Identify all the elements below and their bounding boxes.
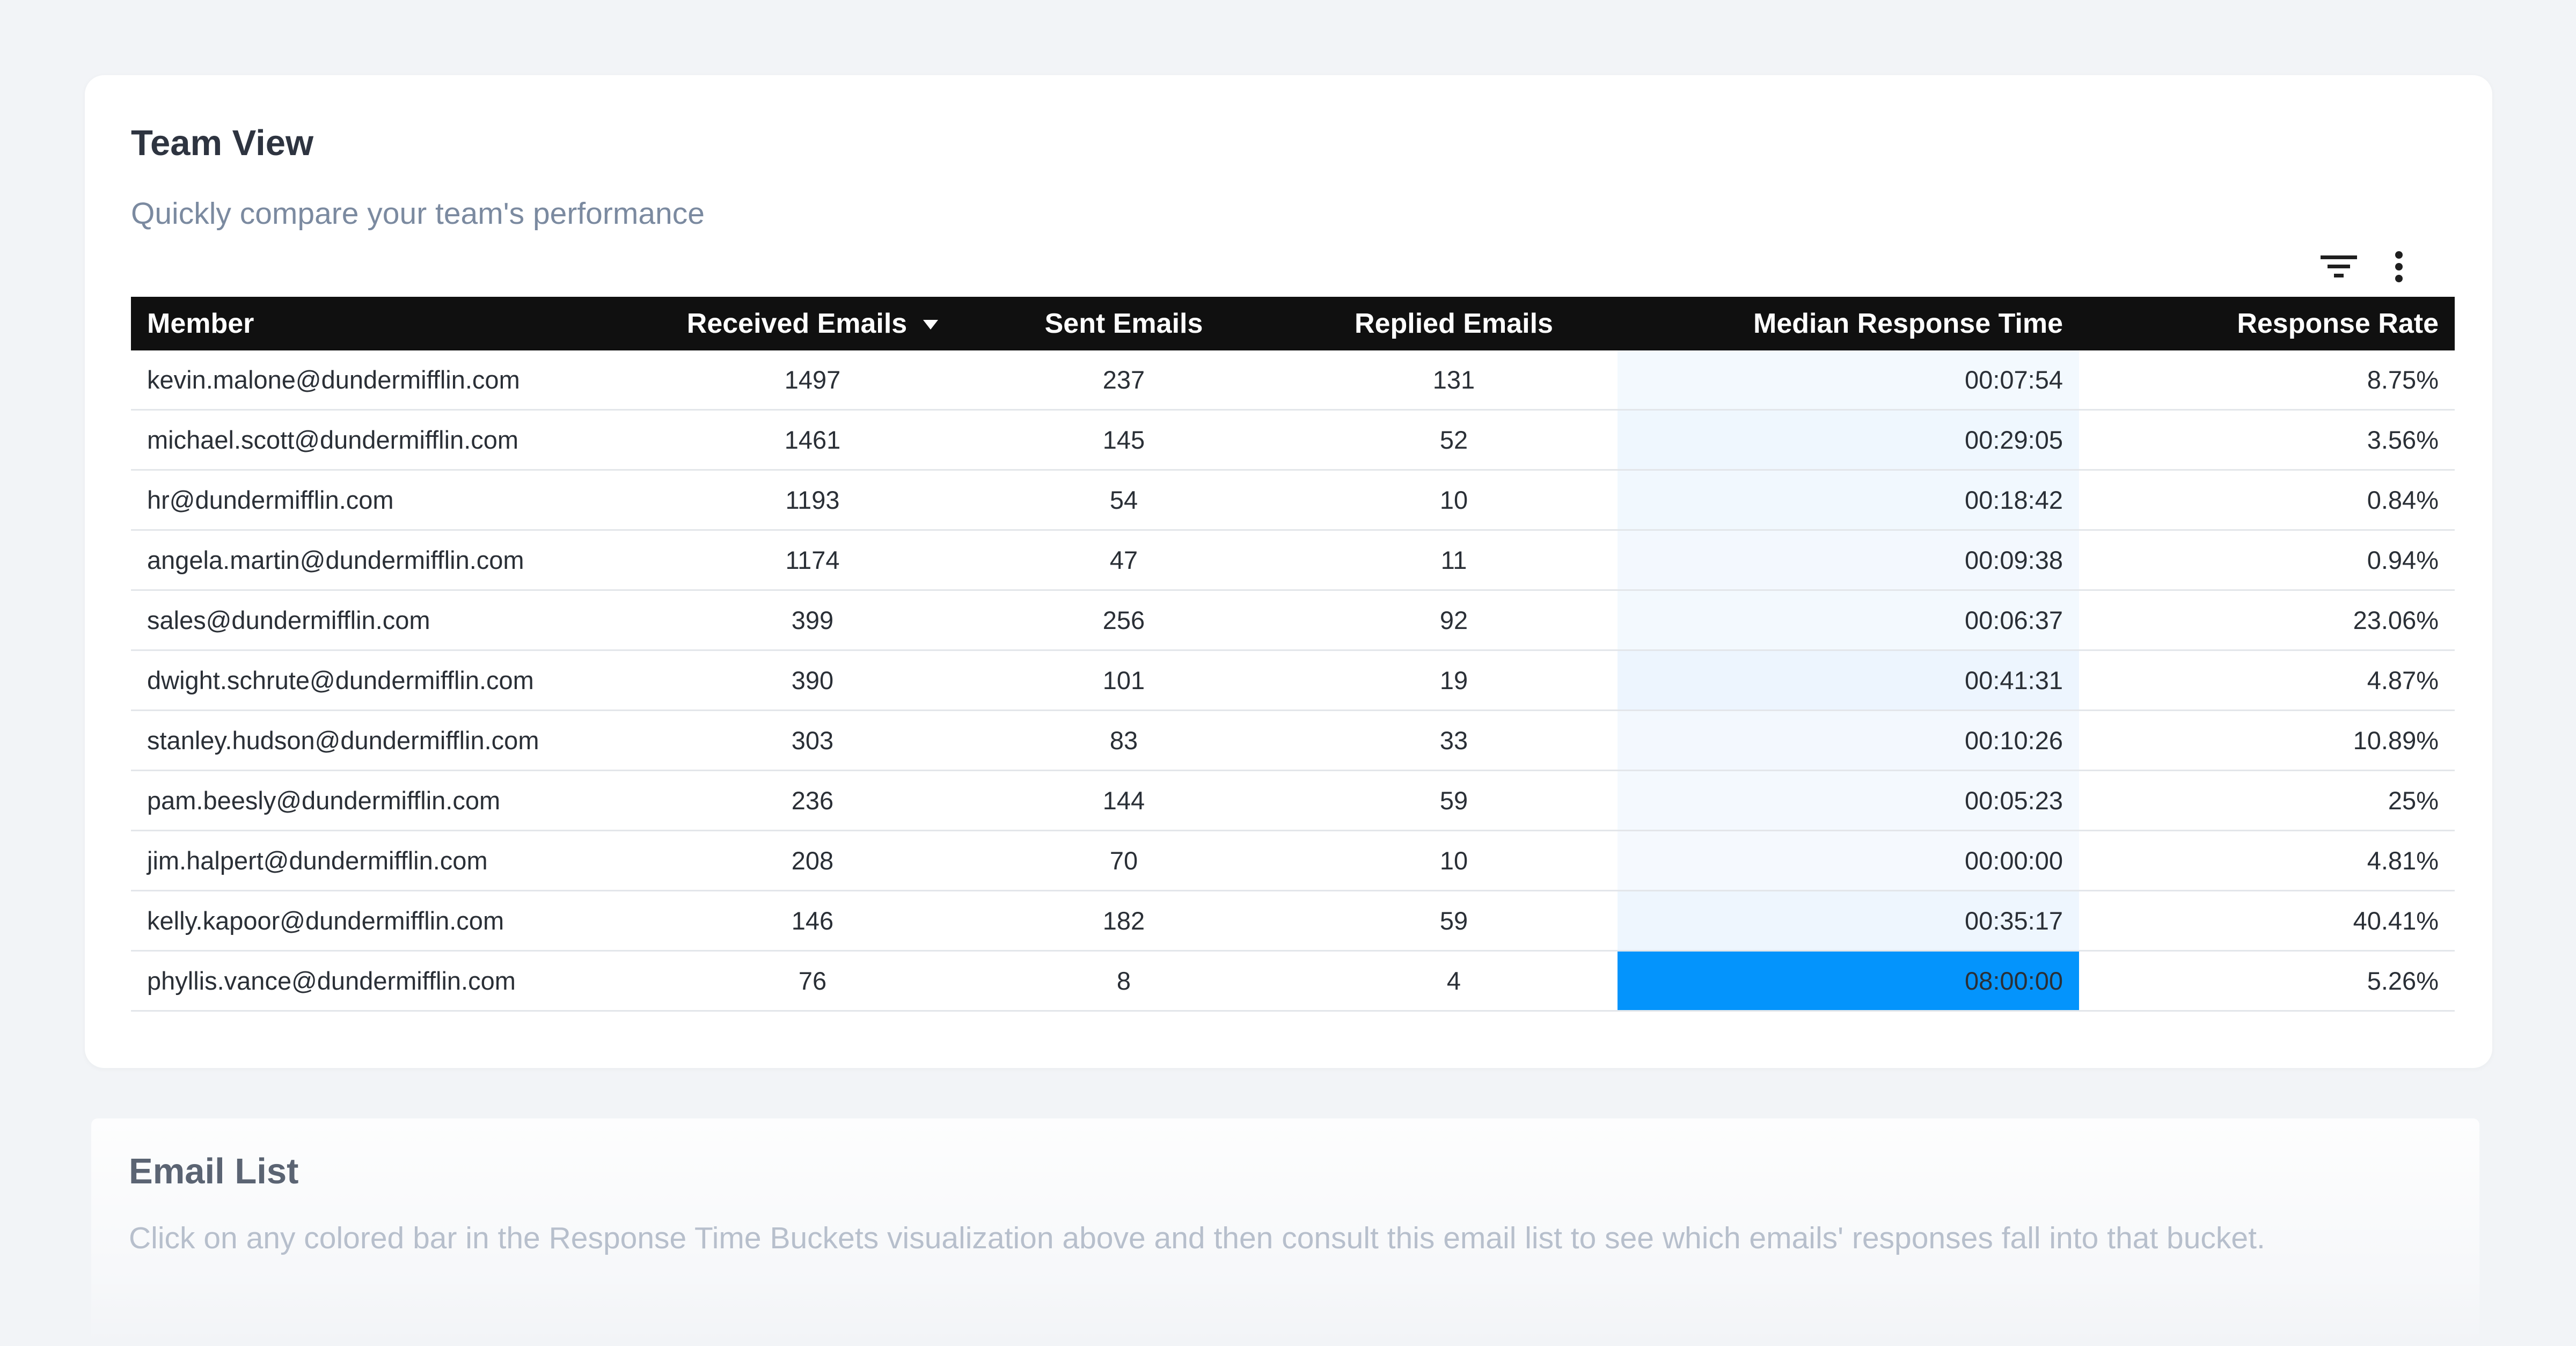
cell-median-response-time: 00:10:26 (1618, 711, 2079, 770)
cell-replied-emails: 4 (1446, 967, 1461, 995)
cell-sent-emails: 8 (1116, 967, 1131, 995)
table-body: kevin.malone@dundermifflin.com 1497 237 131… (131, 350, 2455, 1012)
cell-median-response-time: 00:07:54 (1618, 350, 2079, 409)
cell-median-response-time: 00:35:17 (1618, 891, 2079, 950)
cell-response-rate: 8.75% (2367, 365, 2439, 394)
table-row[interactable]: jim.halpert@dundermifflin.com 208 70 10 00:0… (131, 831, 2455, 891)
cell-median-response-time: 00:09:38 (1618, 531, 2079, 589)
cell-member: hr@dundermifflin.com (147, 486, 394, 514)
cell-received-emails: 399 (791, 606, 834, 634)
cell-received-emails: 303 (791, 726, 834, 755)
cell-received-emails: 208 (791, 846, 834, 875)
table-row[interactable]: pam.beesly@dundermifflin.com 236 144 59 00:0… (131, 771, 2455, 831)
column-header-response-rate[interactable]: Response Rate (2237, 308, 2439, 339)
team-table: Member Received Emails Sent Emails Repli… (131, 297, 2455, 1012)
table-row[interactable]: michael.scott@dundermifflin.com 1461 145 52… (131, 411, 2455, 471)
cell-sent-emails: 101 (1102, 666, 1145, 694)
cell-sent-emails: 256 (1102, 606, 1145, 634)
cell-replied-emails: 19 (1439, 666, 1468, 694)
cell-replied-emails: 59 (1439, 786, 1468, 815)
email-list-title: Email List (129, 1151, 299, 1191)
cell-response-rate: 23.06% (2353, 606, 2439, 634)
cell-response-rate: 40.41% (2353, 906, 2439, 935)
cell-response-rate: 4.81% (2367, 846, 2439, 875)
cell-median-response-time: 00:29:05 (1618, 411, 2079, 469)
cell-received-emails: 236 (791, 786, 834, 815)
table-row[interactable]: kevin.malone@dundermifflin.com 1497 237 131… (131, 350, 2455, 411)
table-row[interactable]: phyllis.vance@dundermifflin.com 76 8 4 08:00… (131, 952, 2455, 1012)
cell-sent-emails: 47 (1109, 546, 1138, 574)
cell-response-rate: 0.94% (2367, 546, 2439, 574)
cell-replied-emails: 92 (1439, 606, 1468, 634)
cell-member: kelly.kapoor@dundermifflin.com (147, 906, 504, 935)
cell-received-emails: 1497 (784, 365, 841, 394)
table-row[interactable]: sales@dundermifflin.com 399 256 92 00:06:37 2… (131, 591, 2455, 651)
cell-member: phyllis.vance@dundermifflin.com (147, 967, 516, 995)
column-header-member[interactable]: Member (147, 308, 254, 339)
cell-median-response-time: 00:05:23 (1618, 771, 2079, 830)
cell-sent-emails: 70 (1109, 846, 1138, 875)
cell-member: jim.halpert@dundermifflin.com (147, 846, 488, 875)
column-header-median-response-time[interactable]: Median Response Time (1753, 308, 2063, 339)
cell-response-rate: 4.87% (2367, 666, 2439, 694)
table-row[interactable]: kelly.kapoor@dundermifflin.com 146 182 59 00… (131, 891, 2455, 952)
more-vert-icon[interactable] (2383, 245, 2415, 288)
cell-received-emails: 146 (791, 906, 834, 935)
cell-sent-emails: 182 (1102, 906, 1145, 935)
email-list-description: Click on any colored bar in the Response… (129, 1221, 2265, 1255)
cell-member: michael.scott@dundermifflin.com (147, 426, 519, 454)
cell-member: angela.martin@dundermifflin.com (147, 546, 524, 574)
cell-median-response-time: 00:00:00 (1618, 831, 2079, 890)
email-list-section: Email List Click on any colored bar in t… (91, 1118, 2479, 1346)
cell-replied-emails: 10 (1439, 846, 1468, 875)
cell-member: kevin.malone@dundermifflin.com (147, 365, 520, 394)
cell-sent-emails: 145 (1102, 426, 1145, 454)
cell-received-emails: 1461 (784, 426, 841, 454)
cell-median-response-time: 00:41:31 (1618, 651, 2079, 709)
cell-member: dwight.schrute@dundermifflin.com (147, 666, 534, 694)
cell-median-response-time: 08:00:00 (1618, 952, 2079, 1010)
column-header-received-emails[interactable]: Received Emails (668, 297, 957, 350)
cell-median-response-time: 00:18:42 (1618, 471, 2079, 529)
cell-received-emails: 390 (791, 666, 834, 694)
team-view-title: Team View (131, 123, 314, 163)
sort-descending-icon (923, 320, 939, 330)
cell-replied-emails: 52 (1439, 426, 1468, 454)
table-row[interactable]: stanley.hudson@dundermifflin.com 303 83 33 0… (131, 711, 2455, 771)
column-header-replied-emails[interactable]: Replied Emails (1355, 308, 1553, 339)
cell-replied-emails: 131 (1432, 365, 1475, 394)
cell-response-rate: 0.84% (2367, 486, 2439, 514)
cell-received-emails: 76 (798, 967, 827, 995)
cell-median-response-time: 00:06:37 (1618, 591, 2079, 649)
cell-sent-emails: 54 (1109, 486, 1138, 514)
team-view-card: Team View Quickly compare your team's pe… (85, 75, 2492, 1068)
cell-replied-emails: 59 (1439, 906, 1468, 935)
column-header-sent-emails[interactable]: Sent Emails (1044, 308, 1203, 339)
team-view-subtitle: Quickly compare your team's performance (131, 196, 705, 231)
cell-sent-emails: 144 (1102, 786, 1145, 815)
table-row[interactable]: dwight.schrute@dundermifflin.com 390 101 19… (131, 651, 2455, 711)
cell-replied-emails: 33 (1439, 726, 1468, 755)
cell-member: sales@dundermifflin.com (147, 606, 430, 634)
filter-icon[interactable] (2317, 245, 2360, 288)
cell-replied-emails: 10 (1439, 486, 1468, 514)
cell-response-rate: 10.89% (2353, 726, 2439, 755)
cell-received-emails: 1193 (785, 486, 840, 514)
cell-sent-emails: 237 (1102, 365, 1145, 394)
table-header: Member Received Emails Sent Emails Repli… (131, 297, 2455, 350)
cell-sent-emails: 83 (1109, 726, 1138, 755)
cell-member: pam.beesly@dundermifflin.com (147, 786, 501, 815)
cell-response-rate: 5.26% (2367, 967, 2439, 995)
cell-member: stanley.hudson@dundermifflin.com (147, 726, 539, 755)
table-row[interactable]: angela.martin@dundermifflin.com 1174 47 11 0… (131, 531, 2455, 591)
cell-replied-emails: 11 (1440, 546, 1467, 574)
cell-response-rate: 3.56% (2367, 426, 2439, 454)
table-row[interactable]: hr@dundermifflin.com 1193 54 10 00:18:42 0.84… (131, 471, 2455, 531)
cell-response-rate: 25% (2388, 786, 2439, 815)
cell-received-emails: 1174 (785, 546, 840, 574)
